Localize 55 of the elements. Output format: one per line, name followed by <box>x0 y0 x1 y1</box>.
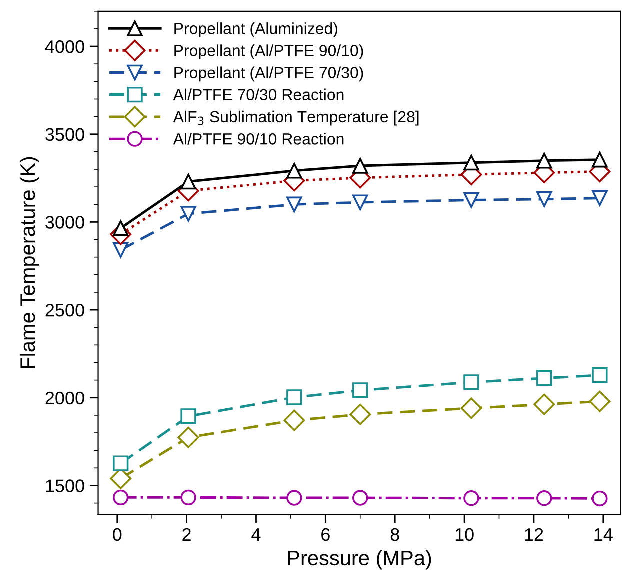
point <box>180 174 196 190</box>
point <box>534 394 556 416</box>
y-tick-label: 3500 <box>46 128 84 142</box>
point <box>352 158 368 174</box>
x-tick-label: 0 <box>113 528 122 542</box>
point <box>592 490 608 507</box>
point <box>536 490 552 506</box>
point <box>592 152 608 168</box>
point <box>350 404 372 426</box>
point <box>464 192 480 208</box>
point <box>592 190 608 206</box>
legend-label: Al/PTFE 90/10 Reaction <box>173 133 344 145</box>
legend-label: Propellant (Al/PTFE 90/10) <box>174 44 364 60</box>
point <box>286 390 302 406</box>
point <box>464 154 480 171</box>
point <box>178 426 200 448</box>
y-tick-label: 3000 <box>46 216 84 229</box>
legend-label: AlF$_{3}$ Sublimation Temperature [28] <box>173 110 419 126</box>
point <box>112 456 129 472</box>
x-tick-label: 14 <box>594 528 613 541</box>
legend-label: Propellant (Al/PTFE 70/30) <box>174 66 364 82</box>
point <box>284 410 306 432</box>
point <box>180 490 196 506</box>
point <box>592 368 608 384</box>
point <box>352 490 368 506</box>
point <box>589 390 611 412</box>
point <box>112 242 129 258</box>
x-tick-label: 12 <box>525 528 544 541</box>
y-axis-title: Flame Temperature (K) <box>20 157 40 368</box>
point <box>286 490 302 506</box>
point <box>464 374 480 390</box>
point <box>460 398 482 420</box>
point <box>286 163 302 179</box>
x-tick-label: 6 <box>322 528 330 542</box>
point <box>536 370 552 386</box>
legend-label: Propellant (Aluminized) <box>174 22 338 38</box>
point <box>536 192 552 208</box>
y-tick-label: 1500 <box>46 480 84 492</box>
x-tick-label: 4 <box>252 528 261 541</box>
x-tick-label: 10 <box>456 528 474 542</box>
point <box>352 194 368 210</box>
x-tick-label: 2 <box>182 528 191 541</box>
x-axis-title: Pressure (MPa) <box>288 550 432 570</box>
point <box>180 408 196 424</box>
point <box>112 490 129 506</box>
y-tick-label: 2500 <box>46 304 84 317</box>
point <box>536 153 552 169</box>
legend-label: Al/PTFE 70/30 Reaction <box>173 88 344 101</box>
x-tick-label: 8 <box>390 528 400 542</box>
point <box>352 382 368 398</box>
point <box>180 206 196 222</box>
point <box>286 196 302 212</box>
y-tick-label: 2000 <box>46 392 84 405</box>
y-tick-label: 4000 <box>45 40 84 54</box>
point <box>464 490 480 506</box>
